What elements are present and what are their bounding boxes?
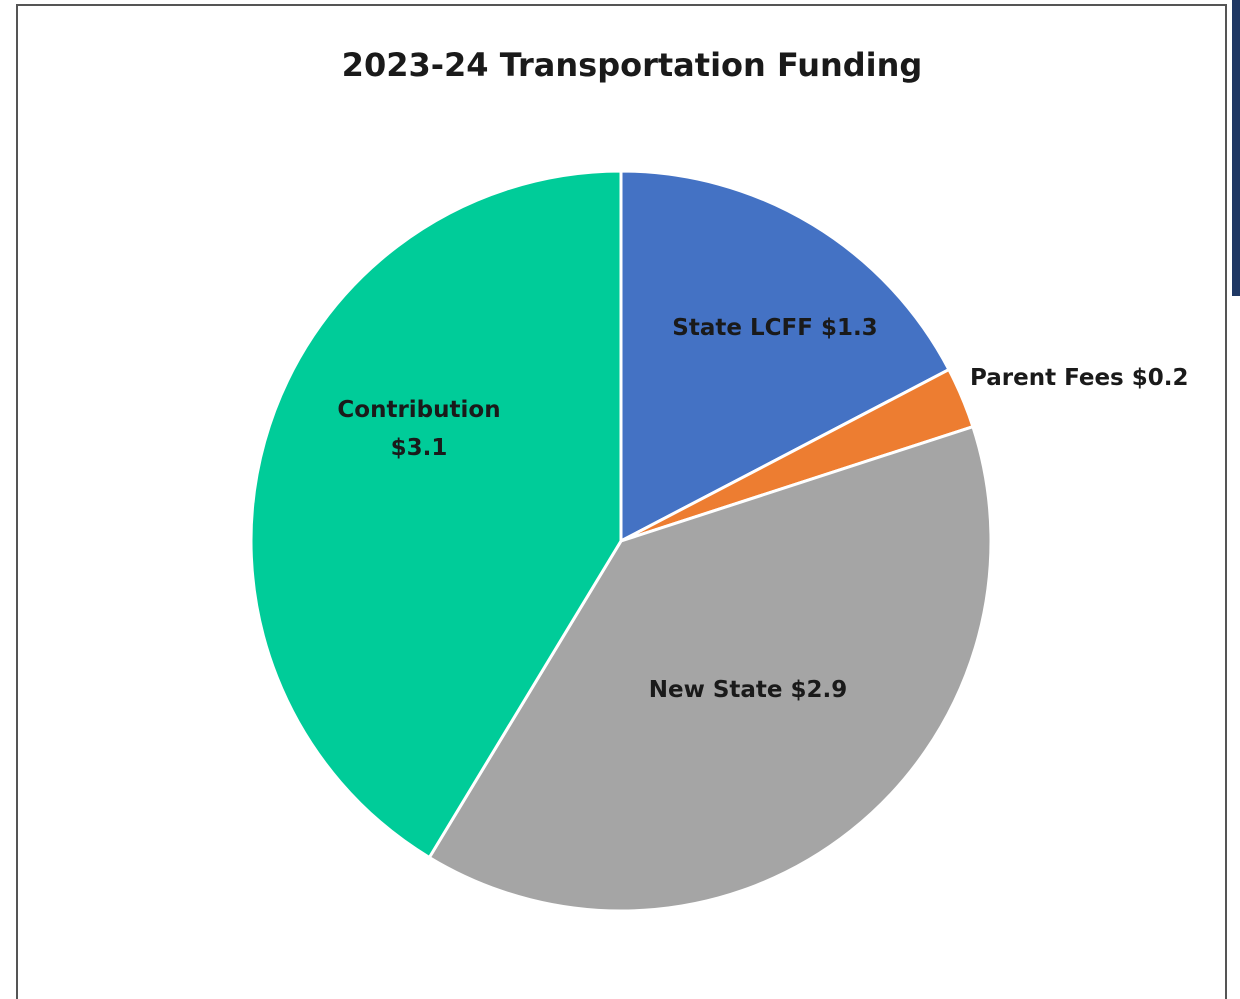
pie-slice <box>427 425 993 913</box>
category-label: New State <box>649 677 783 703</box>
data-label: Parent Fees $0.2 <box>970 365 1189 391</box>
data-label: State LCFF $1.3 <box>672 315 877 341</box>
category-label: State LCFF <box>672 315 813 341</box>
pie-slice <box>619 169 951 543</box>
value-label: $0.2 <box>1132 365 1189 391</box>
value-label: $2.9 <box>791 677 848 703</box>
category-label: Parent Fees <box>970 365 1124 391</box>
chart-title: 2023-24 Transportation Funding <box>342 46 923 84</box>
category-label: Contribution <box>337 397 500 423</box>
pie-slice <box>249 169 623 859</box>
side-strip <box>1232 0 1240 296</box>
value-label: $3.1 <box>391 435 448 461</box>
data-label: New State $2.9 <box>649 677 848 703</box>
value-label: $1.3 <box>821 315 878 341</box>
data-label: Contribution $3.1 <box>337 397 500 461</box>
